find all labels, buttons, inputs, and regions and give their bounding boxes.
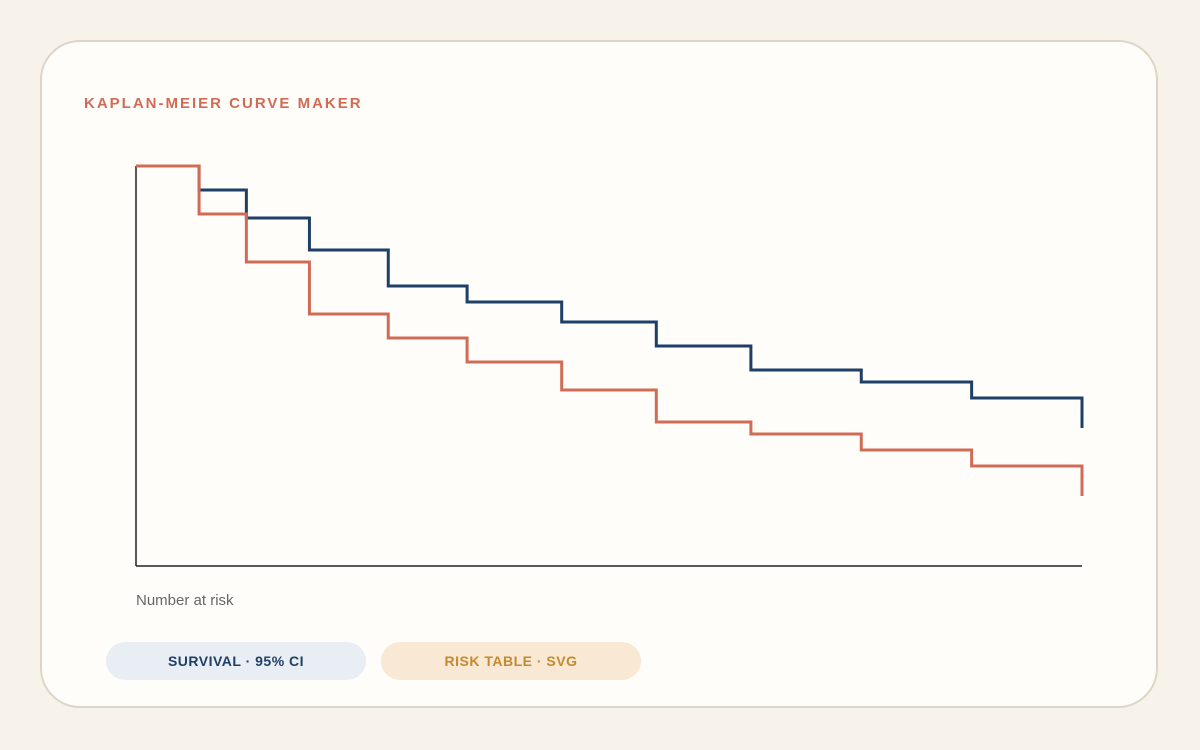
card-title: KAPLAN-MEIER CURVE MAKER: [84, 95, 363, 112]
survival-ci-button[interactable]: SURVIVAL · 95% CI: [106, 642, 366, 680]
chart-axes: [135, 166, 1082, 567]
survival-curve-series-2: [136, 164, 1084, 496]
risk-table-svg-button[interactable]: RISK TABLE · SVG: [381, 642, 641, 680]
chart-series: [136, 164, 1084, 496]
chart-card: KAPLAN-MEIER CURVE MAKER Number at risk …: [40, 40, 1158, 708]
risk-table-label: Number at risk: [136, 592, 234, 609]
survival-curve-series-1: [136, 164, 1084, 428]
km-chart: [135, 164, 1084, 567]
